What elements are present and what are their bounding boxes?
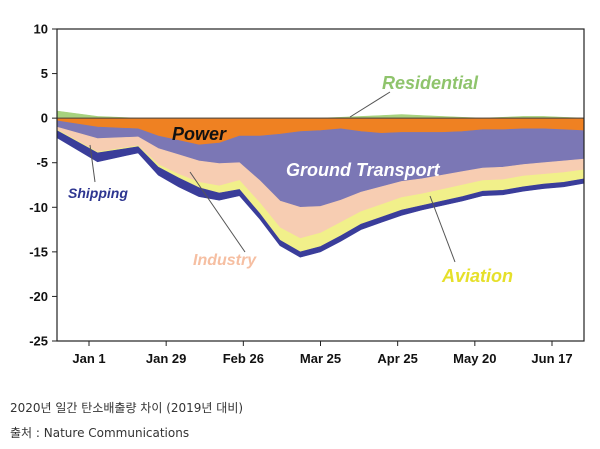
x-axis: Jan 1 Jan 29 Feb 26 Mar 25 Apr 25 May 20 Jun 1… [72, 341, 573, 366]
caption-title: 2020년 일간 탄소배출량 차이 (2019년 대비) [10, 401, 244, 415]
y-tick-label: 5 [41, 66, 48, 81]
stacked-areas [56, 110, 585, 258]
y-tick-label: -5 [36, 155, 48, 170]
label-industry: Industry [193, 252, 257, 269]
x-tick-label: Jan 1 [72, 351, 105, 366]
x-tick-label: Feb 26 [223, 351, 264, 366]
x-tick-label: Apr 25 [377, 351, 417, 366]
series-labels: Residential Power Ground Transport Shipping… [68, 73, 513, 286]
y-tick-label: 0 [41, 111, 48, 126]
emissions-area-chart: 10 5 0 -5 -10 -15 -20 -25 Jan 1 Jan 29 Feb 26 Mar … [29, 22, 585, 366]
caption-source: 출처 : Nature Communications [10, 426, 190, 440]
y-axis: 10 5 0 -5 -10 -15 -20 -25 [29, 22, 57, 349]
x-tick-label: Jun 17 [531, 351, 572, 366]
callout-line [89, 144, 96, 183]
y-tick-label: -10 [29, 200, 48, 215]
label-residential: Residential [382, 73, 479, 93]
y-tick-label: 10 [34, 22, 48, 37]
callout-lines [89, 91, 456, 263]
x-tick-label: Jan 29 [146, 351, 186, 366]
x-tick-label: May 20 [453, 351, 496, 366]
label-aviation: Aviation [441, 266, 513, 286]
area-residential [56, 110, 585, 119]
callout-line [349, 91, 391, 118]
y-tick-label: -25 [29, 334, 48, 349]
x-tick-label: Mar 25 [300, 351, 341, 366]
callout-line [429, 195, 456, 263]
callout-line [189, 171, 246, 253]
label-power: Power [172, 124, 227, 144]
y-tick-label: -15 [29, 244, 48, 259]
label-shipping: Shipping [68, 185, 128, 201]
label-ground-transport: Ground Transport [286, 160, 441, 180]
y-tick-label: -20 [29, 289, 48, 304]
